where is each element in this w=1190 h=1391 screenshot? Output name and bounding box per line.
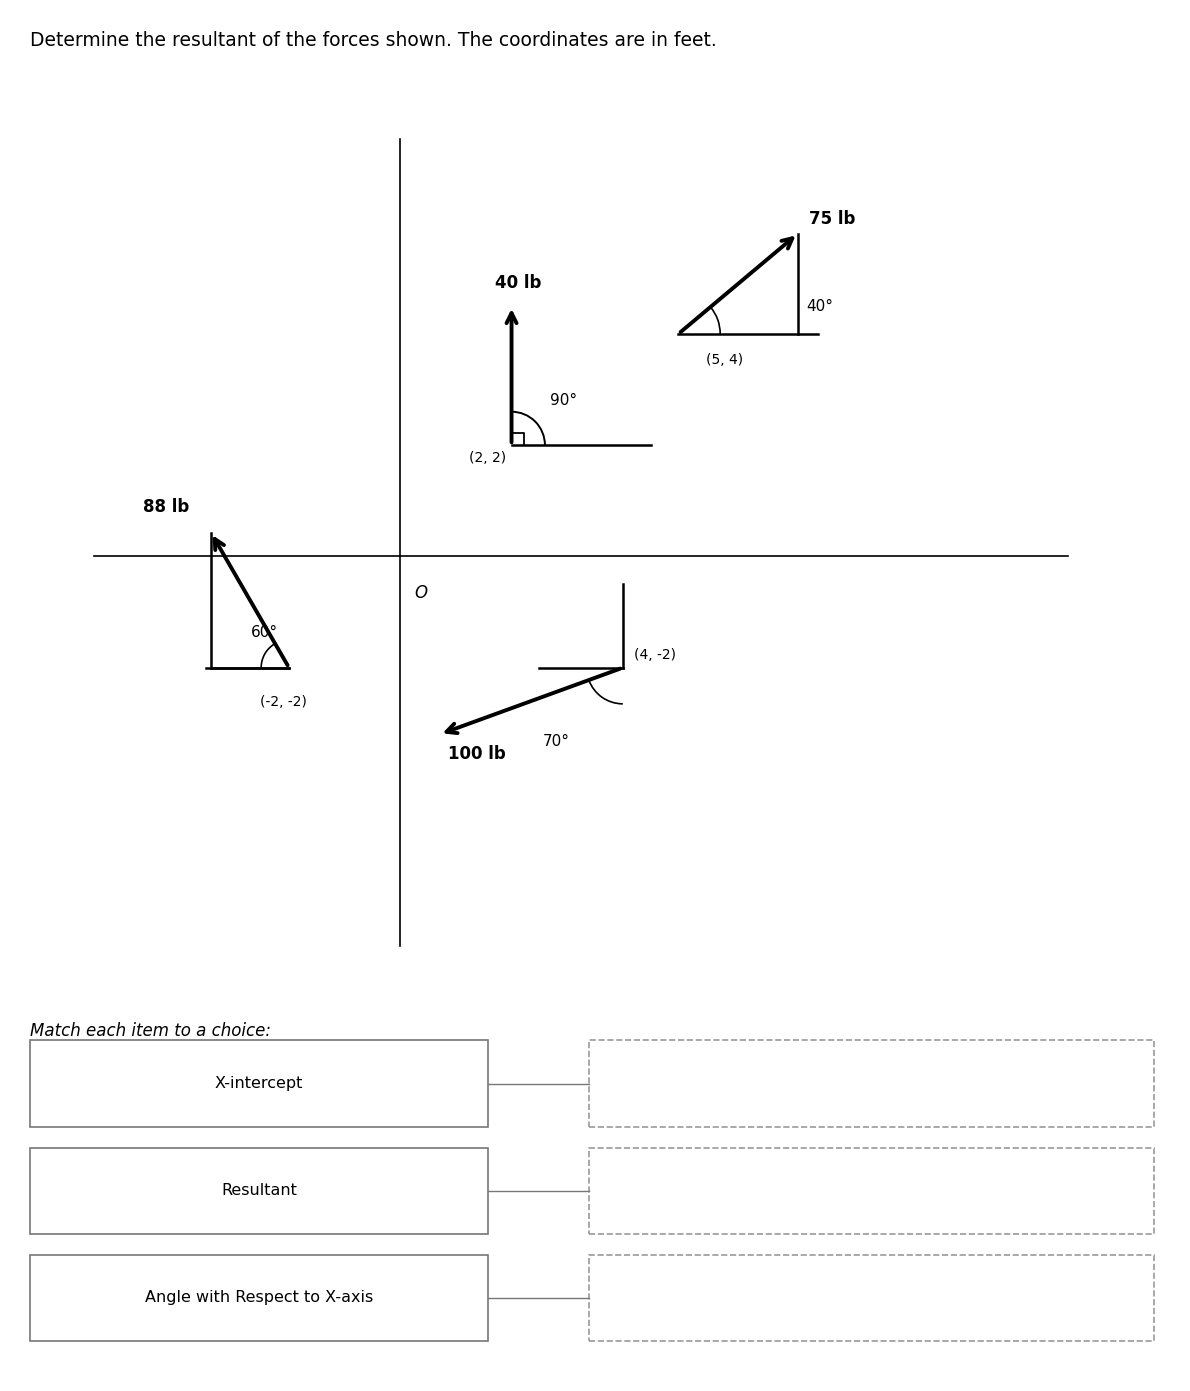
- Text: Angle with Respect to X-axis: Angle with Respect to X-axis: [145, 1291, 372, 1305]
- Text: Resultant: Resultant: [221, 1184, 296, 1198]
- Text: 70°: 70°: [543, 734, 570, 750]
- Text: O: O: [414, 584, 427, 602]
- Text: Determine the resultant of the forces shown. The coordinates are in feet.: Determine the resultant of the forces sh…: [30, 31, 716, 50]
- Text: (5, 4): (5, 4): [707, 353, 744, 367]
- Text: (2, 2): (2, 2): [469, 451, 506, 465]
- Text: (4, -2): (4, -2): [634, 648, 676, 662]
- Text: 75 lb: 75 lb: [809, 210, 856, 228]
- Text: 90°: 90°: [551, 394, 577, 408]
- Text: 40 lb: 40 lb: [495, 274, 541, 292]
- Text: 60°: 60°: [251, 625, 277, 640]
- Text: (-2, -2): (-2, -2): [259, 696, 307, 709]
- Text: Match each item to a choice:: Match each item to a choice:: [30, 1022, 271, 1040]
- Text: 88 lb: 88 lb: [143, 498, 189, 516]
- Text: X-intercept: X-intercept: [214, 1077, 303, 1091]
- Text: 100 lb: 100 lb: [449, 746, 506, 764]
- Text: 40°: 40°: [807, 299, 833, 313]
